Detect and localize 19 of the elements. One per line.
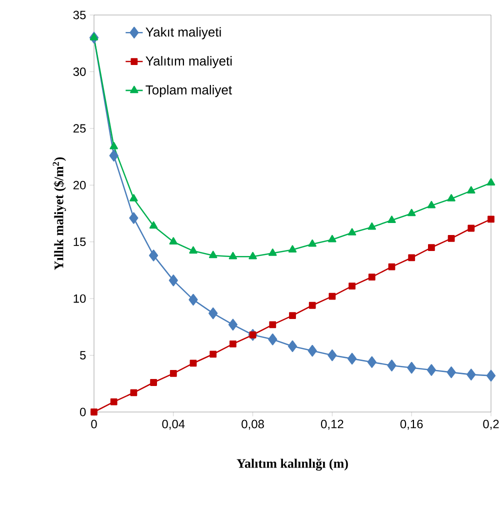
- y-tick-label: 0: [80, 408, 86, 416]
- x-axis-title: Yalıtım kalınlığı (m): [236, 458, 348, 471]
- y-tick-label: 35: [73, 10, 86, 20]
- legend-label: Yakıt maliyeti: [146, 27, 221, 40]
- y-tick-label: 5: [80, 351, 86, 360]
- x-tick-label: 0: [91, 420, 97, 428]
- x-tick-label: 0,16: [400, 420, 423, 430]
- y-axis-title: Yıllık maliyet ($/m$^{2}$): [52, 157, 66, 270]
- y-tick-label: 15: [74, 238, 86, 246]
- x-tick-label: 0,04: [162, 420, 185, 430]
- y-tick-label: 25: [73, 124, 86, 133]
- y-tick-label: 30: [73, 67, 86, 76]
- y-tick-label: 20: [73, 180, 86, 190]
- y-tick-label: 10: [74, 294, 86, 303]
- x-tick-label: 0,08: [242, 420, 264, 430]
- x-tick-label: 0,12: [320, 420, 344, 430]
- legend-label: Toplam maliyet: [146, 84, 232, 98]
- x-tick-label: 0,2: [483, 420, 499, 430]
- legend-label: Yalıtım maliyeti: [146, 56, 232, 68]
